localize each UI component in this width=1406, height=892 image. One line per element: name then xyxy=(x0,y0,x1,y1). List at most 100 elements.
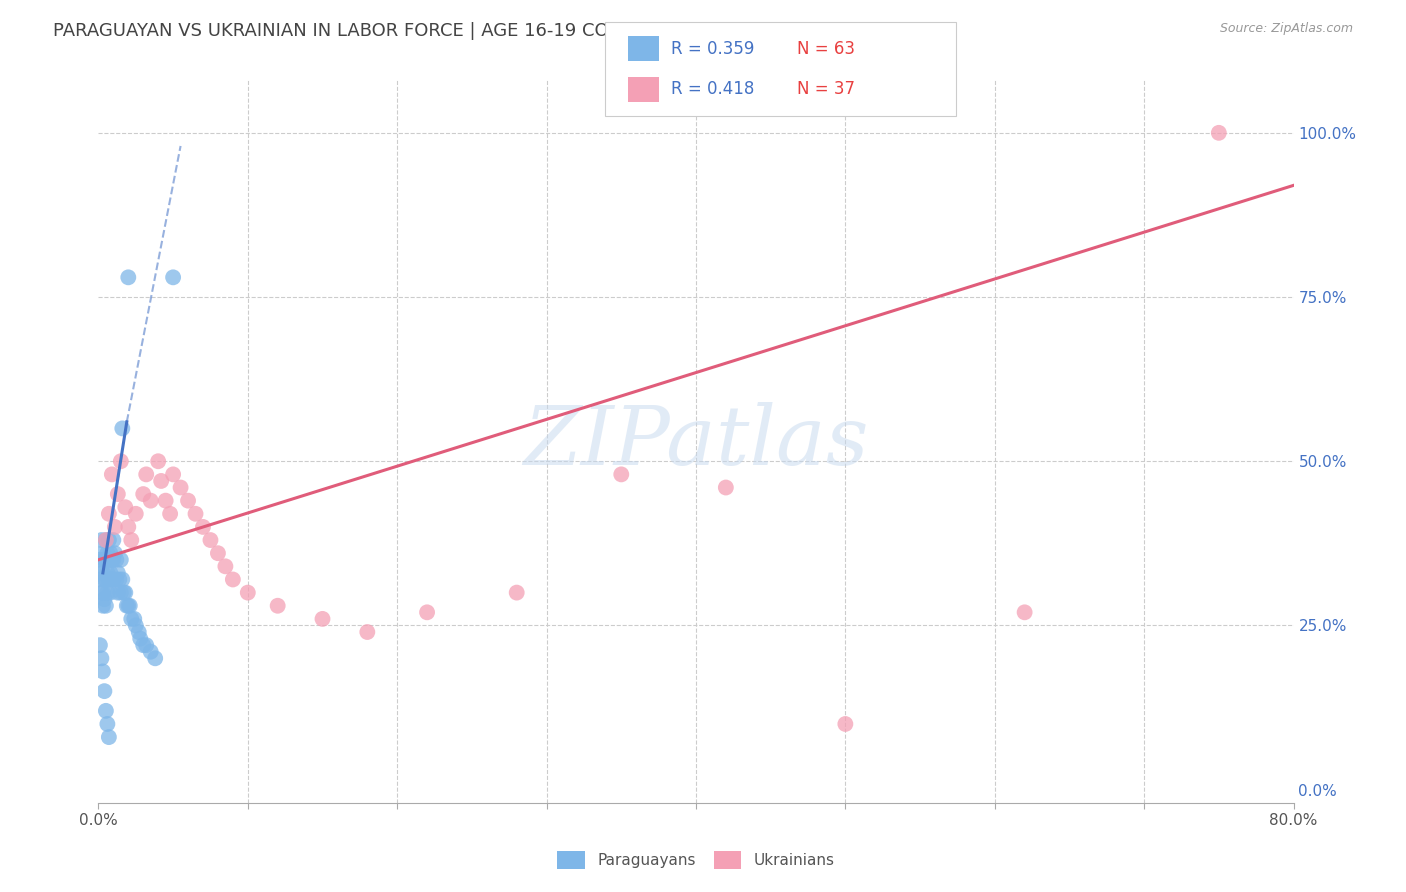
Point xyxy=(94,573,117,587)
Point xyxy=(120,533,142,547)
Point xyxy=(191,520,214,534)
Point xyxy=(1014,605,1036,619)
Point xyxy=(114,500,136,515)
Point xyxy=(94,704,117,718)
Point xyxy=(105,553,128,567)
Point xyxy=(104,546,127,560)
Point xyxy=(90,585,112,599)
Text: Source: ZipAtlas.com: Source: ZipAtlas.com xyxy=(1219,22,1353,36)
Point xyxy=(132,487,155,501)
Point xyxy=(143,651,166,665)
Point xyxy=(89,553,111,567)
Point xyxy=(162,467,184,482)
Point xyxy=(200,533,222,547)
Point xyxy=(98,566,122,580)
Point xyxy=(150,474,173,488)
Point xyxy=(96,566,118,580)
Point xyxy=(90,651,112,665)
Point xyxy=(139,645,162,659)
Text: N = 63: N = 63 xyxy=(797,39,855,58)
Point xyxy=(311,612,333,626)
Point xyxy=(97,553,120,567)
Point xyxy=(96,546,118,560)
Point xyxy=(97,533,120,547)
Point xyxy=(93,573,115,587)
Point xyxy=(97,730,120,744)
Point xyxy=(94,533,117,547)
Point xyxy=(112,585,135,599)
Point xyxy=(107,566,129,580)
Point xyxy=(139,493,162,508)
Point xyxy=(177,493,200,508)
Point xyxy=(118,599,141,613)
Point xyxy=(101,467,124,482)
Point xyxy=(91,566,114,580)
Point xyxy=(169,481,191,495)
Point xyxy=(132,638,155,652)
Point xyxy=(101,553,124,567)
Point xyxy=(184,507,207,521)
Point xyxy=(101,573,124,587)
Point xyxy=(236,585,259,599)
Point xyxy=(89,573,111,587)
Point xyxy=(90,559,112,574)
Point xyxy=(93,684,115,698)
Point xyxy=(91,546,114,560)
Point xyxy=(135,638,157,652)
Point xyxy=(97,573,120,587)
Point xyxy=(610,467,633,482)
Point xyxy=(267,599,290,613)
Point xyxy=(115,599,138,613)
Point xyxy=(96,717,118,731)
Point xyxy=(117,520,139,534)
Point xyxy=(834,717,856,731)
Point xyxy=(103,533,125,547)
Point xyxy=(107,487,129,501)
Point xyxy=(94,533,117,547)
Point xyxy=(120,612,142,626)
Point xyxy=(714,481,737,495)
Point xyxy=(135,467,157,482)
Text: R = 0.359: R = 0.359 xyxy=(671,39,754,58)
Point xyxy=(148,454,170,468)
Point xyxy=(91,599,114,613)
Point xyxy=(125,618,148,632)
Point xyxy=(506,585,529,599)
Point xyxy=(110,553,132,567)
Point xyxy=(91,585,114,599)
Point xyxy=(162,270,184,285)
Point xyxy=(97,507,120,521)
Point xyxy=(1208,126,1230,140)
Point xyxy=(155,493,177,508)
Point xyxy=(114,585,136,599)
Point xyxy=(207,546,229,560)
Point xyxy=(96,585,118,599)
Point xyxy=(103,573,125,587)
Point xyxy=(214,559,236,574)
Text: N = 37: N = 37 xyxy=(797,80,855,98)
Point xyxy=(129,632,152,646)
Point xyxy=(94,553,117,567)
Point xyxy=(107,585,129,599)
Legend: Paraguayans, Ukrainians: Paraguayans, Ukrainians xyxy=(551,845,841,875)
Point xyxy=(93,553,115,567)
Point xyxy=(89,638,111,652)
Text: R = 0.418: R = 0.418 xyxy=(671,80,754,98)
Point xyxy=(91,665,114,679)
Point xyxy=(93,592,115,607)
Point xyxy=(103,553,125,567)
Point xyxy=(356,625,378,640)
Point xyxy=(159,507,181,521)
Point xyxy=(117,599,139,613)
Point xyxy=(117,270,139,285)
Point xyxy=(104,520,127,534)
Point xyxy=(110,454,132,468)
Point xyxy=(105,573,128,587)
Text: PARAGUAYAN VS UKRAINIAN IN LABOR FORCE | AGE 16-19 CORRELATION CHART: PARAGUAYAN VS UKRAINIAN IN LABOR FORCE |… xyxy=(53,22,778,40)
Point xyxy=(128,625,150,640)
Point xyxy=(111,573,134,587)
Point xyxy=(98,585,122,599)
Text: ZIPatlas: ZIPatlas xyxy=(523,401,869,482)
Point xyxy=(90,533,112,547)
Point xyxy=(124,612,146,626)
